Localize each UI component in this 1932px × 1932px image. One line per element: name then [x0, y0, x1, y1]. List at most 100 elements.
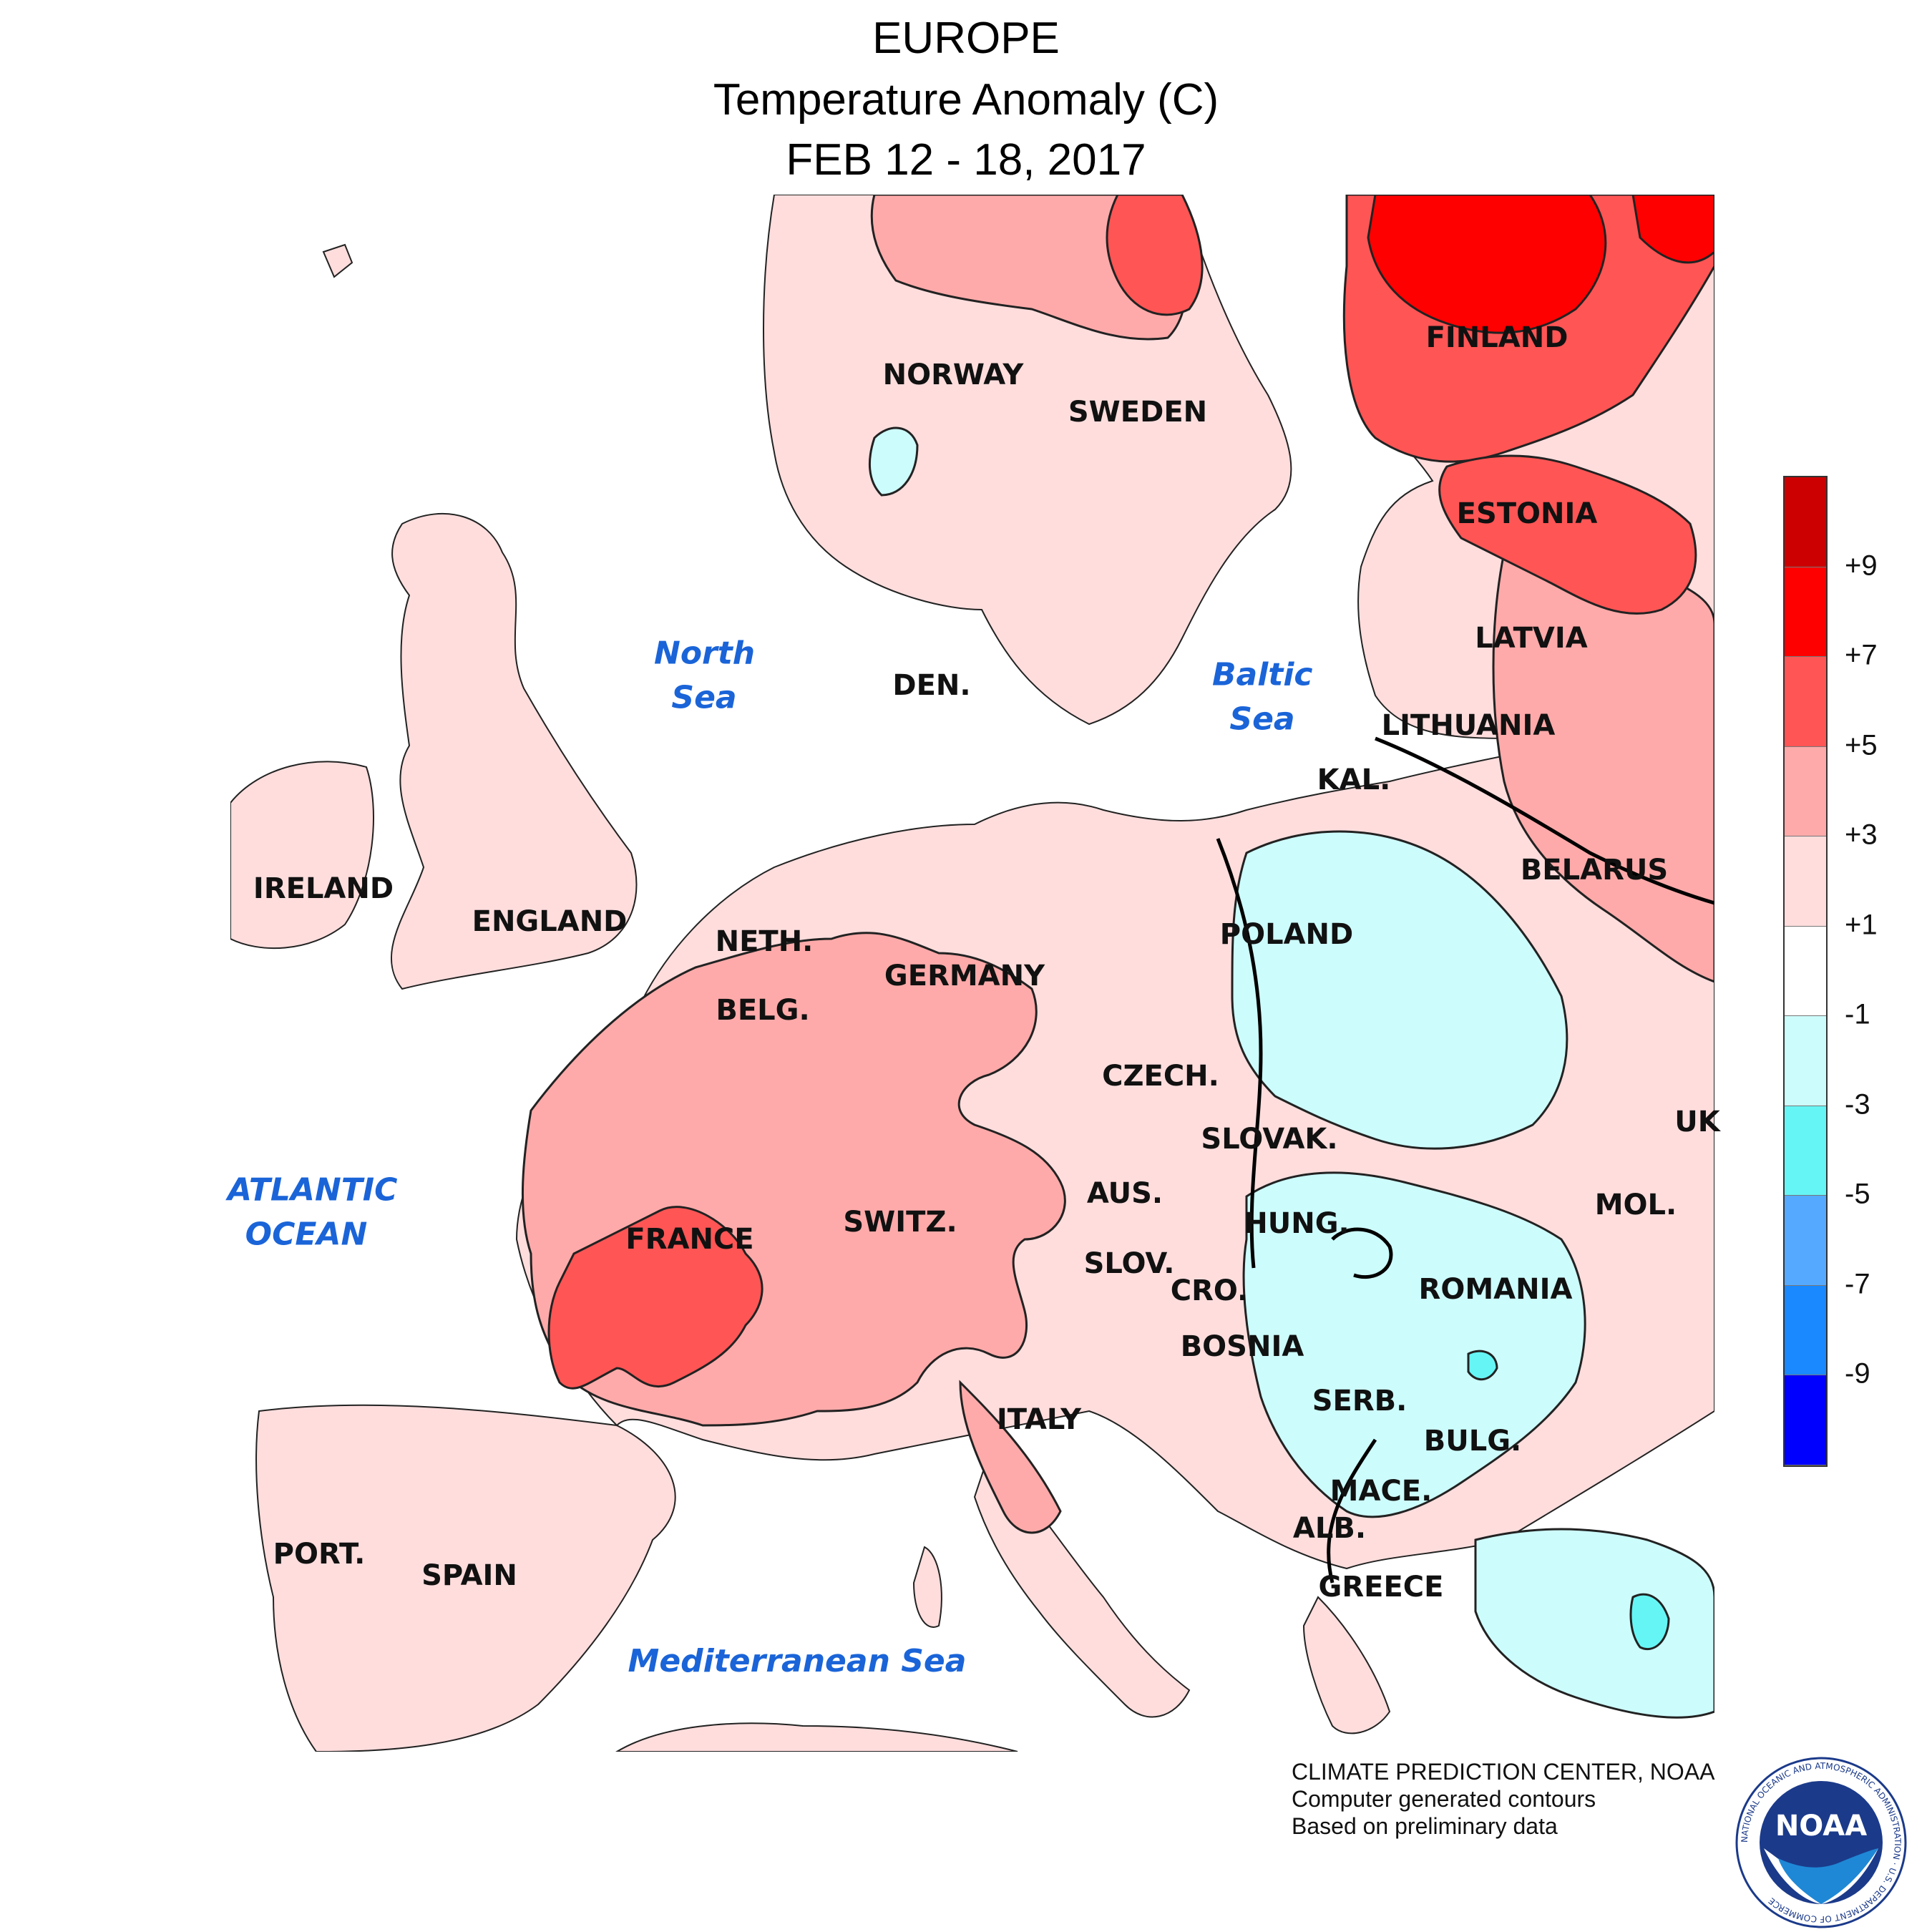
iberia-shape [255, 1404, 676, 1752]
label-slovenia: SLOV. [1083, 1247, 1175, 1280]
norway-cold-zone [868, 426, 919, 497]
label-serbia: SERB. [1312, 1385, 1407, 1418]
label-austria: AUS. [1086, 1177, 1163, 1210]
map-title: EUROPE [872, 14, 1060, 63]
contour-lines [1216, 736, 1714, 1584]
legend-swatch [1785, 836, 1826, 927]
legend-tick-label: +7 [1845, 639, 1878, 671]
label-italy: ITALY [996, 1403, 1082, 1436]
label-latvia: LATVIA [1475, 622, 1588, 655]
label-finland: FINLAND [1425, 321, 1568, 354]
baltic-sea-text: Baltic Sea [1212, 656, 1313, 737]
label-slovakia: SLOVAK. [1201, 1123, 1338, 1156]
color-legend [1783, 476, 1828, 1467]
legend-tick-label: -1 [1845, 998, 1870, 1030]
label-greece: GREECE [1318, 1571, 1444, 1604]
label-sweden: SWEDEN [1068, 396, 1208, 429]
atlantic-ocean-text: ATLANTIC OCEAN [228, 1171, 398, 1252]
label-netherlands: NETH. [715, 925, 814, 958]
label-atlantic-ocean: ATLANTIC OCEAN [228, 1168, 398, 1256]
label-hungary: HUNG. [1244, 1207, 1350, 1240]
label-bulgaria: BULG. [1423, 1425, 1522, 1458]
north-africa-shape [615, 1722, 1018, 1752]
label-north-sea: North Sea [654, 631, 756, 719]
anomaly-zone-very-cold [1467, 1350, 1670, 1650]
island-shape [322, 243, 353, 278]
label-moldova: MOL. [1594, 1189, 1677, 1221]
turkey-very-cold-patch [1629, 1593, 1670, 1650]
label-portugal: PORT. [273, 1538, 366, 1571]
label-spain: SPAIN [421, 1559, 517, 1592]
label-kaliningrad: KAL. [1317, 763, 1391, 796]
legend-tick-label: +1 [1845, 909, 1878, 941]
legend-swatch [1785, 1196, 1826, 1286]
greece-shape [1302, 1596, 1391, 1735]
map-subtitle: Temperature Anomaly (C) [713, 75, 1219, 125]
noaa-logo-text: NOAA [1775, 1810, 1867, 1843]
label-poland: POLAND [1219, 918, 1354, 951]
legend-swatch [1785, 1016, 1826, 1106]
label-denmark: DEN. [892, 669, 971, 702]
finland-hot-zone [1367, 195, 1607, 334]
label-mediterranean-sea: Mediterranean Sea [628, 1643, 967, 1680]
anomaly-zone-cold [868, 426, 1714, 1719]
noaa-logo: NOAA NATIONAL OCEANIC AND ATMOSPHERIC AD… [1735, 1757, 1907, 1928]
legend-tick-label: -9 [1845, 1357, 1870, 1390]
ireland-shape [230, 761, 374, 950]
legend-tick-label: -7 [1845, 1268, 1870, 1300]
legend-swatch [1785, 657, 1826, 747]
anomaly-zone-7-9 [1367, 195, 1714, 334]
anomaly-map: FINLAND NORWAY SWEDEN ESTONIA LATVIA DEN… [228, 195, 1720, 1752]
legend-swatch [1785, 1375, 1826, 1465]
sardinia-shape [912, 1546, 942, 1628]
label-macedonia: MACE. [1330, 1475, 1433, 1508]
legend-swatch [1785, 567, 1826, 658]
northeast-hot-zone [1631, 195, 1714, 264]
contour-line [1216, 838, 1263, 1269]
turkey-cold-zone [1474, 1528, 1714, 1719]
legend-tick-label: -5 [1845, 1178, 1870, 1210]
legend-swatch [1785, 926, 1826, 1017]
label-lithuania: LITHUANIA [1381, 709, 1556, 742]
credit-line-3: Based on preliminary data [1292, 1813, 1558, 1839]
label-ireland: IRELAND [253, 872, 394, 905]
legend-tick-label: -3 [1845, 1088, 1870, 1121]
legend-swatch [1785, 1106, 1826, 1196]
label-ukraine: UK [1674, 1106, 1720, 1138]
label-albania: ALB. [1292, 1512, 1367, 1545]
legend-swatch [1785, 746, 1826, 837]
label-belgium: BELG. [716, 994, 810, 1027]
label-belarus: BELARUS [1520, 854, 1669, 887]
south-france-warm-zone [547, 1206, 763, 1390]
bulgaria-very-cold-patch [1467, 1350, 1498, 1381]
great-britain-shape [390, 513, 638, 990]
legend-tick-label: +9 [1845, 550, 1878, 582]
hungary-romania-cold-zone [1242, 1171, 1586, 1518]
legend-swatch [1785, 1285, 1826, 1376]
label-romania: ROMANIA [1418, 1273, 1573, 1306]
north-sea-text: North Sea [654, 635, 756, 716]
label-england: ENGLAND [472, 905, 628, 938]
label-switzerland: SWITZ. [843, 1206, 957, 1239]
north-norway-warm-zone [1106, 195, 1204, 316]
contour-line [1375, 736, 1714, 905]
label-france: FRANCE [625, 1223, 754, 1256]
contour-line [1327, 1438, 1377, 1584]
map-date-range: FEB 12 - 18, 2017 [786, 135, 1146, 185]
legend-swatch [1785, 477, 1826, 567]
label-norway: NORWAY [882, 358, 1024, 391]
contour-line [1331, 1227, 1393, 1279]
label-germany: GERMANY [884, 960, 1045, 992]
label-estonia: ESTONIA [1456, 497, 1598, 530]
label-bosnia: BOSNIA [1180, 1330, 1304, 1363]
italy-warm-zone [959, 1380, 1062, 1534]
poland-cold-zone [1231, 830, 1568, 1150]
legend-tick-label: +5 [1845, 729, 1878, 761]
credit-line-2: Computer generated contours [1292, 1786, 1596, 1812]
legend-tick-label: +3 [1845, 819, 1878, 851]
label-czech: CZECH. [1102, 1060, 1219, 1093]
label-baltic-sea: Baltic Sea [1212, 653, 1313, 741]
credit-line-1: CLIMATE PREDICTION CENTER, NOAA [1292, 1759, 1715, 1785]
label-croatia: CRO. [1170, 1274, 1249, 1307]
estonia-warm-zone [1438, 454, 1697, 615]
